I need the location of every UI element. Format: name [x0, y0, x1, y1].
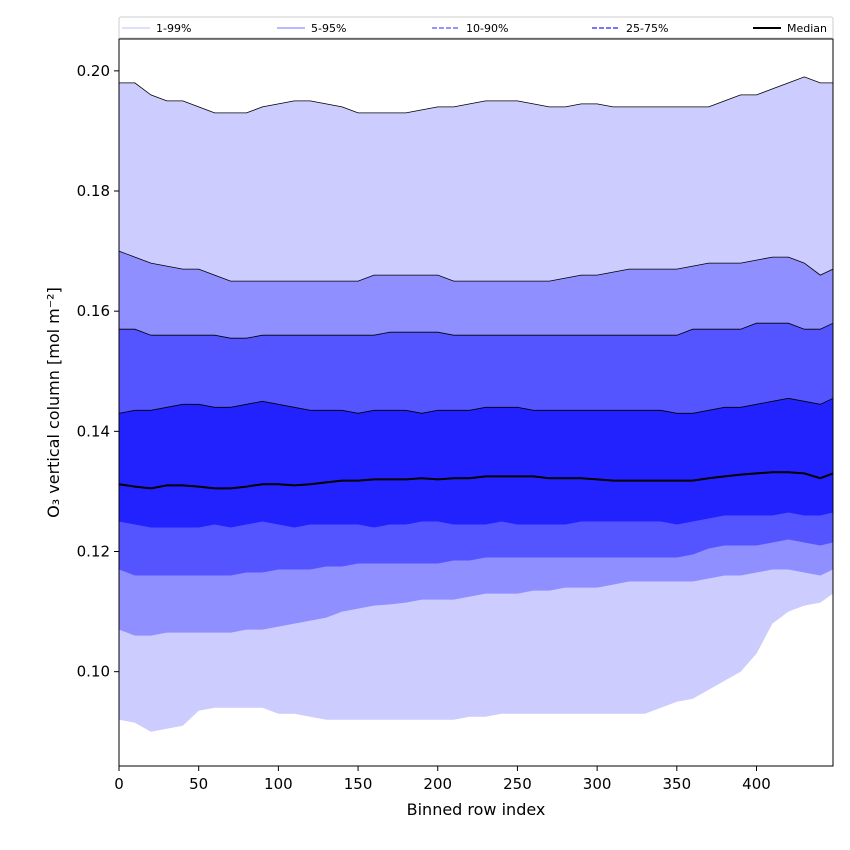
- plot-frame: [118, 38, 834, 767]
- band-upper-line-5-95: [118, 250, 834, 282]
- x-axis-ticks: 0 50 100 150 200 250 300 350 400: [114, 766, 771, 793]
- y-tick-label: 0.20: [77, 62, 110, 80]
- y-axis-title: O₃ vertical column [mol m⁻²]: [44, 287, 63, 518]
- band-upper-line-1-99: [119, 76, 833, 114]
- band-upper-line-10-90: [119, 322, 834, 339]
- x-tick-label: 150: [344, 775, 373, 793]
- x-tick-label: 50: [189, 775, 208, 793]
- x-tick-label: 200: [423, 775, 452, 793]
- x-tick-label: 100: [264, 775, 293, 793]
- x-tick-label: 0: [114, 775, 124, 793]
- bands-layer: [119, 76, 833, 732]
- y-tick-label: 0.14: [77, 422, 110, 440]
- x-tick-label: 400: [742, 775, 771, 793]
- band-upper-line-25-75: [118, 397, 834, 414]
- x-axis-title: Binned row index: [407, 800, 546, 819]
- median-layer: [118, 471, 834, 490]
- y-tick-label: 0.10: [77, 663, 110, 681]
- legend: 1-99% 5-95% 10-90% 25-75% Median: [118, 16, 834, 39]
- band-25-75: [119, 398, 833, 528]
- x-tick-label: 300: [583, 775, 612, 793]
- legend-label-5-95: 5-95%: [311, 22, 346, 35]
- y-axis-ticks: 0.10 0.12 0.14 0.16 0.18 0.20: [77, 62, 119, 681]
- y-tick-label: 0.12: [77, 543, 110, 561]
- legend-label-25-75: 25-75%: [626, 22, 668, 35]
- legend-label-1-99: 1-99%: [156, 22, 191, 35]
- x-tick-label: 250: [503, 775, 532, 793]
- y-tick-label: 0.16: [77, 302, 110, 320]
- series-line-median: [118, 471, 834, 490]
- band-edge-lines: [118, 76, 834, 414]
- legend-label-10-90: 10-90%: [466, 22, 508, 35]
- y-tick-label: 0.18: [77, 182, 110, 200]
- legend-box: [118, 16, 834, 39]
- x-tick-label: 350: [662, 775, 691, 793]
- legend-label-median: Median: [787, 22, 827, 35]
